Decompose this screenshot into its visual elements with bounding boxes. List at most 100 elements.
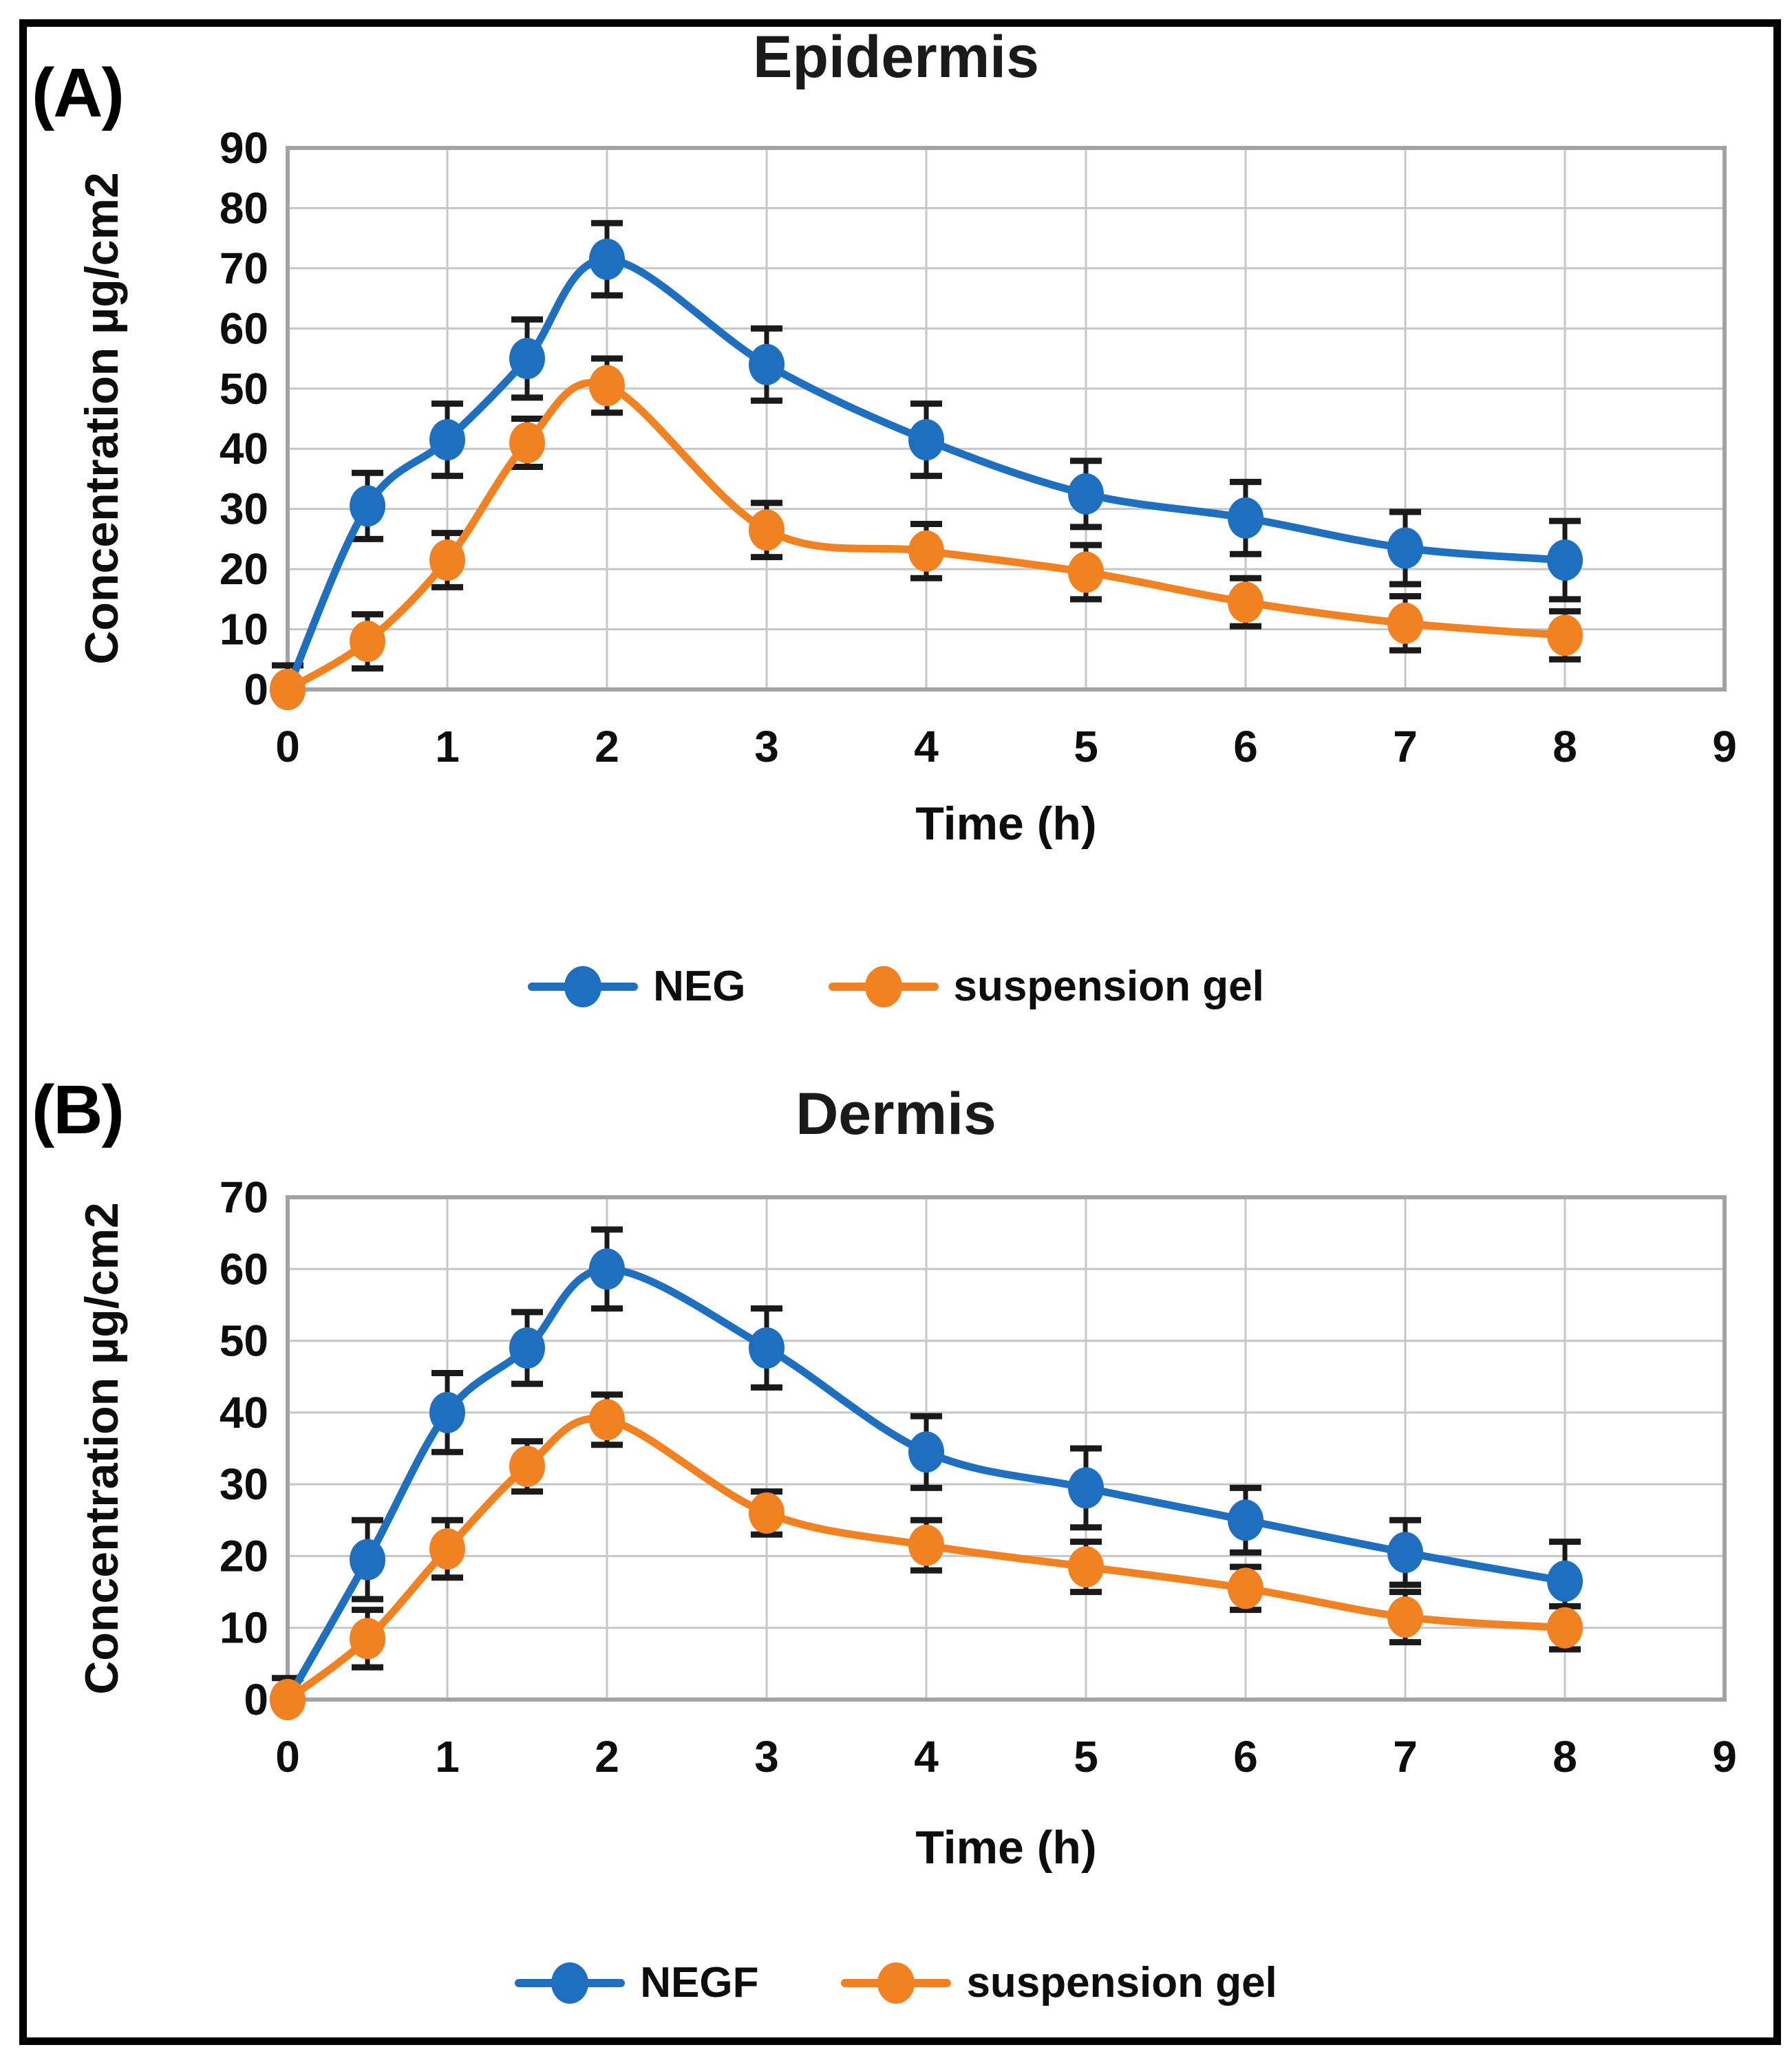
x-tick-label: 2 (595, 1732, 619, 1781)
data-point-marker (270, 669, 306, 710)
data-point-marker (749, 509, 785, 551)
panel-a-title: Epidermis (753, 24, 1039, 90)
data-point-marker (589, 1399, 625, 1441)
legend-dot-icon (877, 1962, 915, 2004)
data-point-marker (1547, 539, 1583, 581)
panel-b-title: Dermis (796, 1081, 996, 1147)
y-tick-label: 80 (220, 183, 268, 233)
data-point-marker (1068, 1546, 1104, 1588)
y-tick-label: 0 (244, 665, 268, 714)
data-point-marker (1228, 581, 1263, 623)
x-tick-label: 0 (275, 1732, 300, 1781)
legend-label: NEG (653, 963, 746, 1010)
legend-line-marker-icon (841, 1962, 952, 2004)
data-point-marker (589, 365, 625, 407)
data-point-marker (350, 621, 385, 663)
y-tick-label: 30 (220, 1459, 268, 1509)
y-tick-label: 10 (220, 1603, 268, 1653)
data-point-marker (1547, 1607, 1583, 1649)
x-tick-label: 6 (1233, 1732, 1258, 1781)
x-tick-label: 9 (1712, 1732, 1737, 1781)
legend-item-suspension-gel: suspension gel (841, 1958, 1277, 2007)
plot-border (286, 146, 1727, 692)
data-point-marker (908, 1524, 944, 1566)
data-point-marker (350, 1539, 385, 1581)
panel-b-label: (B) (32, 1071, 125, 1148)
data-point-marker (1387, 602, 1423, 644)
legend-item-neg: NEG (528, 962, 746, 1011)
panel-a-legend: NEG suspension gel (0, 962, 1792, 1011)
x-tick-label: 4 (914, 722, 939, 771)
x-tick-label: 4 (914, 1732, 939, 1781)
x-tick-label: 7 (1393, 1732, 1418, 1781)
data-point-marker (509, 338, 545, 380)
data-point-marker (1547, 1560, 1583, 1602)
y-tick-label: 60 (220, 303, 268, 353)
x-tick-label: 3 (754, 722, 779, 771)
x-tick-label: 0 (275, 722, 300, 771)
y-tick-label: 30 (220, 484, 268, 534)
data-point-marker (908, 530, 944, 572)
x-tick-label: 6 (1233, 722, 1258, 771)
plot-border (286, 1195, 1727, 1702)
data-point-marker (429, 419, 465, 461)
data-point-marker (509, 1446, 545, 1488)
legend-line-marker-icon (528, 965, 639, 1007)
legend-label: NEGF (640, 1959, 759, 2006)
x-tick-label: 8 (1553, 722, 1577, 771)
data-point-marker (429, 1391, 465, 1433)
y-tick-label: 0 (244, 1675, 268, 1724)
data-point-marker (908, 419, 944, 461)
panel-b-x-axis-title: Time (h) (915, 1821, 1097, 1874)
legend-dot-icon (551, 1962, 589, 2004)
data-point-marker (908, 1431, 944, 1473)
y-tick-label: 70 (220, 244, 268, 293)
y-tick-label: 40 (220, 1388, 268, 1437)
y-tick-label: 70 (220, 1172, 268, 1222)
x-tick-label: 5 (1074, 722, 1098, 771)
data-point-marker (1228, 1567, 1263, 1609)
panel-a-x-axis-title: Time (h) (915, 797, 1097, 850)
panel-a-label: (A) (32, 54, 125, 131)
y-tick-label: 20 (220, 544, 268, 594)
x-tick-label: 7 (1393, 722, 1418, 771)
x-tick-label: 3 (754, 1732, 779, 1781)
data-point-marker (1387, 1596, 1423, 1638)
data-point-marker (350, 1618, 385, 1660)
y-tick-label: 10 (220, 605, 268, 654)
data-point-marker (589, 238, 625, 280)
legend-label: suspension gel (953, 963, 1264, 1010)
legend-label: suspension gel (966, 1959, 1277, 2006)
y-tick-label: 40 (220, 424, 268, 473)
x-tick-label: 5 (1074, 1732, 1098, 1781)
y-tick-label: 50 (220, 1316, 268, 1366)
legend-line-marker-icon (828, 965, 939, 1007)
legend-item-suspension-gel: suspension gel (828, 962, 1264, 1011)
y-tick-label: 60 (220, 1244, 268, 1294)
data-point-marker (1387, 1532, 1423, 1574)
panel-b-legend: NEGF suspension gel (0, 1958, 1792, 2007)
y-tick-label: 90 (220, 123, 268, 173)
x-tick-label: 1 (435, 1732, 460, 1781)
x-tick-label: 8 (1553, 1732, 1577, 1781)
data-point-marker (270, 1679, 306, 1720)
data-point-marker (1068, 1467, 1104, 1509)
data-point-marker (589, 1248, 625, 1290)
panel-b-y-axis-title: Concentration µg/cm2 (76, 1202, 128, 1695)
legend-dot-icon (864, 965, 902, 1007)
data-point-marker (509, 1327, 545, 1369)
x-tick-label: 1 (435, 722, 460, 771)
panel-a-y-axis-title: Concentration µg/cm2 (76, 172, 128, 665)
data-point-marker (350, 485, 385, 527)
data-point-marker (749, 1327, 785, 1369)
data-point-marker (749, 343, 785, 385)
data-point-marker (1387, 527, 1423, 569)
y-tick-label: 20 (220, 1531, 268, 1581)
data-point-marker (429, 539, 465, 581)
data-point-marker (1228, 497, 1263, 539)
figure-border-frame (19, 19, 1781, 2045)
legend-line-marker-icon (515, 1962, 626, 2004)
data-point-marker (509, 422, 545, 464)
data-point-marker (1068, 473, 1104, 515)
